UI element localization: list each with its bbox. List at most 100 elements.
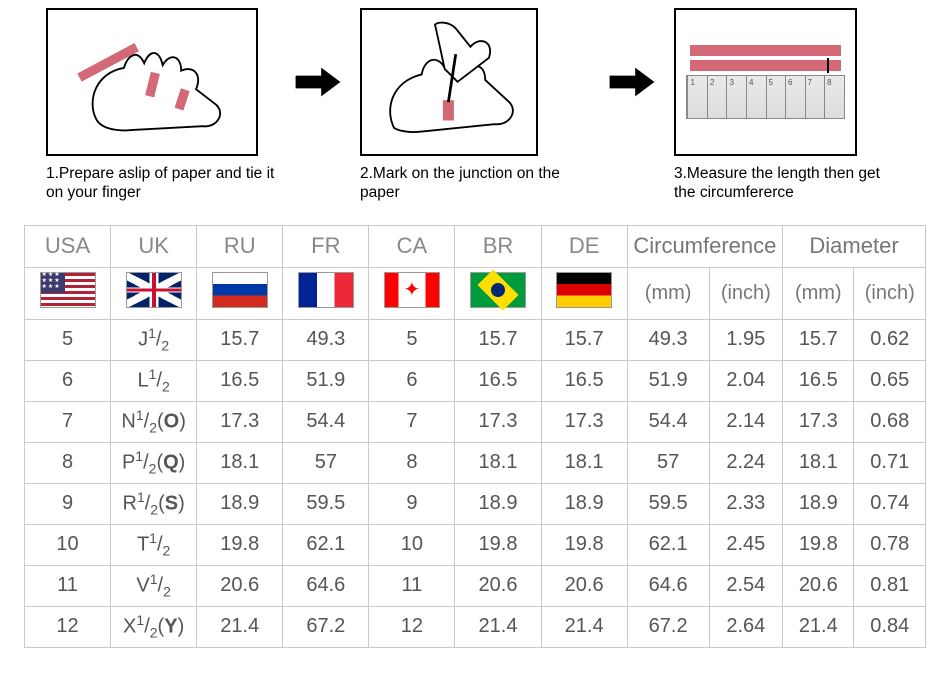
cell-fr: 59.5 [283, 483, 369, 524]
step-3-illustration: 12 34 56 78 [674, 8, 857, 156]
cell-fr: 67.2 [283, 606, 369, 647]
cell-dia_in: 0.65 [854, 360, 926, 401]
step-1-illustration [46, 8, 258, 156]
step-2-caption: 2.Mark on the junction on the paper [360, 164, 590, 203]
cell-de: 18.9 [541, 483, 627, 524]
cell-dia_in: 0.74 [854, 483, 926, 524]
paper-strip-marked-icon [690, 60, 841, 71]
table-row: 11V1/220.664.61120.620.664.62.5420.60.81 [25, 565, 926, 606]
table-row: 12X1/2(Y)21.467.21221.421.467.22.6421.40… [25, 606, 926, 647]
cell-usa: 11 [25, 565, 111, 606]
cell-dia_mm: 18.9 [783, 483, 854, 524]
cell-ca: 6 [369, 360, 455, 401]
cell-ru: 18.1 [197, 442, 283, 483]
cell-de: 18.1 [541, 442, 627, 483]
cell-fr: 49.3 [283, 319, 369, 360]
cell-usa: 5 [25, 319, 111, 360]
cell-dia_mm: 19.8 [783, 524, 854, 565]
flag-br-icon [470, 272, 526, 308]
sub-circ-in: (inch) [709, 267, 783, 319]
cell-circ_mm: 64.6 [627, 565, 709, 606]
cell-circ_mm: 59.5 [627, 483, 709, 524]
cell-usa: 10 [25, 524, 111, 565]
step-3-caption: 3.Measure the length then get the circum… [674, 164, 904, 203]
cell-ru: 20.6 [197, 565, 283, 606]
cell-br: 16.5 [455, 360, 541, 401]
cell-circ_in: 2.14 [709, 401, 783, 442]
cell-circ_mm: 54.4 [627, 401, 709, 442]
cell-uk: J1/2 [111, 319, 197, 360]
flag-ca-cell [369, 267, 455, 319]
cell-ca: 10 [369, 524, 455, 565]
cell-ca: 7 [369, 401, 455, 442]
cell-ca: 11 [369, 565, 455, 606]
flag-usa-icon [40, 272, 96, 308]
hand-mark-icon [371, 17, 528, 147]
flag-uk-cell [111, 267, 197, 319]
cell-br: 18.9 [455, 483, 541, 524]
cell-circ_mm: 67.2 [627, 606, 709, 647]
cell-ca: 9 [369, 483, 455, 524]
step-1: 1.Prepare aslip of paper and tie it on y… [46, 8, 276, 203]
cell-ru: 15.7 [197, 319, 283, 360]
cell-fr: 57 [283, 442, 369, 483]
flag-ca-icon [384, 272, 440, 308]
cell-dia_mm: 15.7 [783, 319, 854, 360]
cell-usa: 9 [25, 483, 111, 524]
flag-ru-cell [197, 267, 283, 319]
step-1-caption: 1.Prepare aslip of paper and tie it on y… [46, 164, 276, 203]
step-3: 12 34 56 78 3.Measure the length then ge… [674, 8, 904, 203]
cell-ru: 19.8 [197, 524, 283, 565]
hand-with-paper-icon [58, 17, 245, 147]
cell-dia_in: 0.81 [854, 565, 926, 606]
col-br: BR [455, 225, 541, 267]
header-row-1: USA UK RU FR CA BR DE Circumference Diam… [25, 225, 926, 267]
cell-uk: R1/2(S) [111, 483, 197, 524]
arrow-icon [608, 66, 656, 98]
flag-de-cell [541, 267, 627, 319]
sub-dia-in: (inch) [854, 267, 926, 319]
cell-uk: P1/2(Q) [111, 442, 197, 483]
cell-usa: 12 [25, 606, 111, 647]
cell-circ_mm: 62.1 [627, 524, 709, 565]
sub-dia-mm: (mm) [783, 267, 854, 319]
cell-ru: 21.4 [197, 606, 283, 647]
sub-circ-mm: (mm) [627, 267, 709, 319]
step-2: 2.Mark on the junction on the paper [360, 8, 590, 203]
flag-usa-cell [25, 267, 111, 319]
ring-size-table: USA UK RU FR CA BR DE Circumference Diam… [24, 225, 926, 648]
ruler-illustration: 12 34 56 78 [683, 45, 848, 119]
cell-circ_in: 2.54 [709, 565, 783, 606]
cell-fr: 64.6 [283, 565, 369, 606]
cell-br: 18.1 [455, 442, 541, 483]
ruler-icon: 12 34 56 78 [686, 75, 844, 119]
flag-de-icon [556, 272, 612, 308]
flag-ru-icon [212, 272, 268, 308]
instruction-steps: 1.Prepare aslip of paper and tie it on y… [0, 0, 950, 203]
cell-uk: T1/2 [111, 524, 197, 565]
table-row: 5J1/215.749.3515.715.749.31.9515.70.62 [25, 319, 926, 360]
cell-de: 16.5 [541, 360, 627, 401]
cell-uk: V1/2 [111, 565, 197, 606]
cell-usa: 7 [25, 401, 111, 442]
cell-circ_mm: 51.9 [627, 360, 709, 401]
col-diameter: Diameter [783, 225, 926, 267]
cell-circ_in: 2.33 [709, 483, 783, 524]
table-row: 10T1/219.862.11019.819.862.12.4519.80.78 [25, 524, 926, 565]
cell-dia_mm: 16.5 [783, 360, 854, 401]
cell-br: 20.6 [455, 565, 541, 606]
table-row: 9R1/2(S)18.959.5918.918.959.52.3318.90.7… [25, 483, 926, 524]
header-row-2: (mm) (inch) (mm) (inch) [25, 267, 926, 319]
col-usa: USA [25, 225, 111, 267]
cell-dia_in: 0.84 [854, 606, 926, 647]
cell-dia_in: 0.71 [854, 442, 926, 483]
arrow-icon [294, 66, 342, 98]
cell-dia_in: 0.78 [854, 524, 926, 565]
cell-ru: 16.5 [197, 360, 283, 401]
col-uk: UK [111, 225, 197, 267]
table-row: 6L1/216.551.9616.516.551.92.0416.50.65 [25, 360, 926, 401]
col-ca: CA [369, 225, 455, 267]
cell-dia_mm: 18.1 [783, 442, 854, 483]
col-ru: RU [197, 225, 283, 267]
cell-circ_mm: 49.3 [627, 319, 709, 360]
